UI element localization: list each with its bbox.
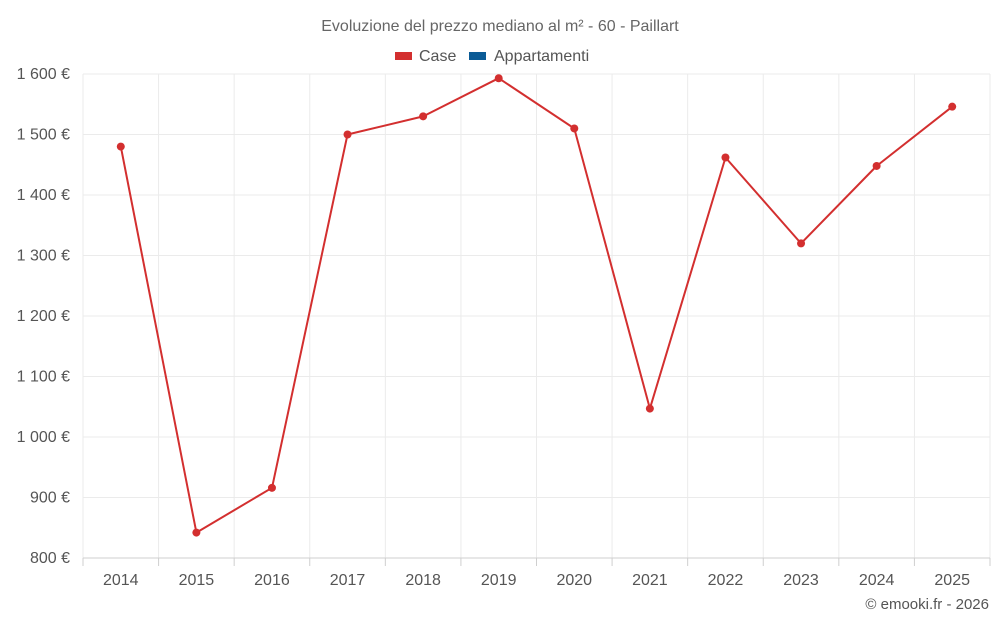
data-point-case[interactable]	[419, 112, 428, 121]
y-tick-label: 1 200 €	[17, 308, 70, 325]
x-tick-label: 2023	[783, 572, 819, 589]
data-point-case[interactable]	[267, 483, 276, 492]
legend-label-case: Case	[419, 48, 456, 65]
y-tick-label: 1 100 €	[17, 369, 70, 386]
x-tick-label: 2018	[405, 572, 441, 589]
y-tick-label: 1 400 €	[17, 187, 70, 204]
legend-label-appartamenti: Appartamenti	[494, 48, 589, 65]
y-tick-label: 1 000 €	[17, 429, 70, 446]
x-tick-label: 2017	[330, 572, 366, 589]
series-case	[116, 74, 957, 537]
legend-item-case[interactable]: Case	[395, 48, 456, 65]
y-tick-label: 900 €	[30, 490, 70, 507]
series-line-case	[119, 77, 953, 534]
data-point-case[interactable]	[645, 404, 654, 413]
x-tick-label: 2019	[481, 572, 517, 589]
legend: Case Appartamenti	[395, 48, 589, 65]
data-point-case[interactable]	[872, 161, 881, 170]
credit-text: © emooki.fr - 2026	[865, 596, 989, 613]
x-tick-label: 2021	[632, 572, 668, 589]
y-tick-label: 1 500 €	[17, 127, 70, 144]
x-tick-label: 2025	[934, 572, 970, 589]
axes: 800 € 900 € 1 000 € 1 100 € 1 200 € 1 300 € 1 …	[17, 66, 991, 589]
x-tick-label: 2020	[556, 572, 592, 589]
legend-swatch-appartamenti	[469, 52, 486, 60]
x-tick-label: 2024	[859, 572, 895, 589]
data-point-case[interactable]	[116, 142, 125, 151]
grid	[82, 73, 991, 559]
data-point-case[interactable]	[948, 102, 957, 111]
data-point-case[interactable]	[721, 153, 730, 162]
data-point-case[interactable]	[570, 124, 579, 133]
legend-item-appartamenti[interactable]: Appartamenti	[469, 48, 589, 65]
data-point-case[interactable]	[192, 528, 201, 537]
x-tick-label: 2014	[103, 572, 139, 589]
x-tick-label: 2022	[708, 572, 744, 589]
y-tick-label: 1 600 €	[17, 66, 70, 83]
data-point-case[interactable]	[797, 239, 806, 248]
data-point-case[interactable]	[343, 130, 352, 139]
x-tick-label: 2015	[179, 572, 215, 589]
chart-title: Evoluzione del prezzo mediano al m² - 60…	[321, 18, 679, 35]
data-point-case[interactable]	[494, 74, 503, 83]
legend-swatch-case	[395, 52, 412, 60]
x-tick-label: 2016	[254, 572, 290, 589]
y-tick-label: 800 €	[30, 550, 70, 567]
y-tick-label: 1 300 €	[17, 248, 70, 265]
